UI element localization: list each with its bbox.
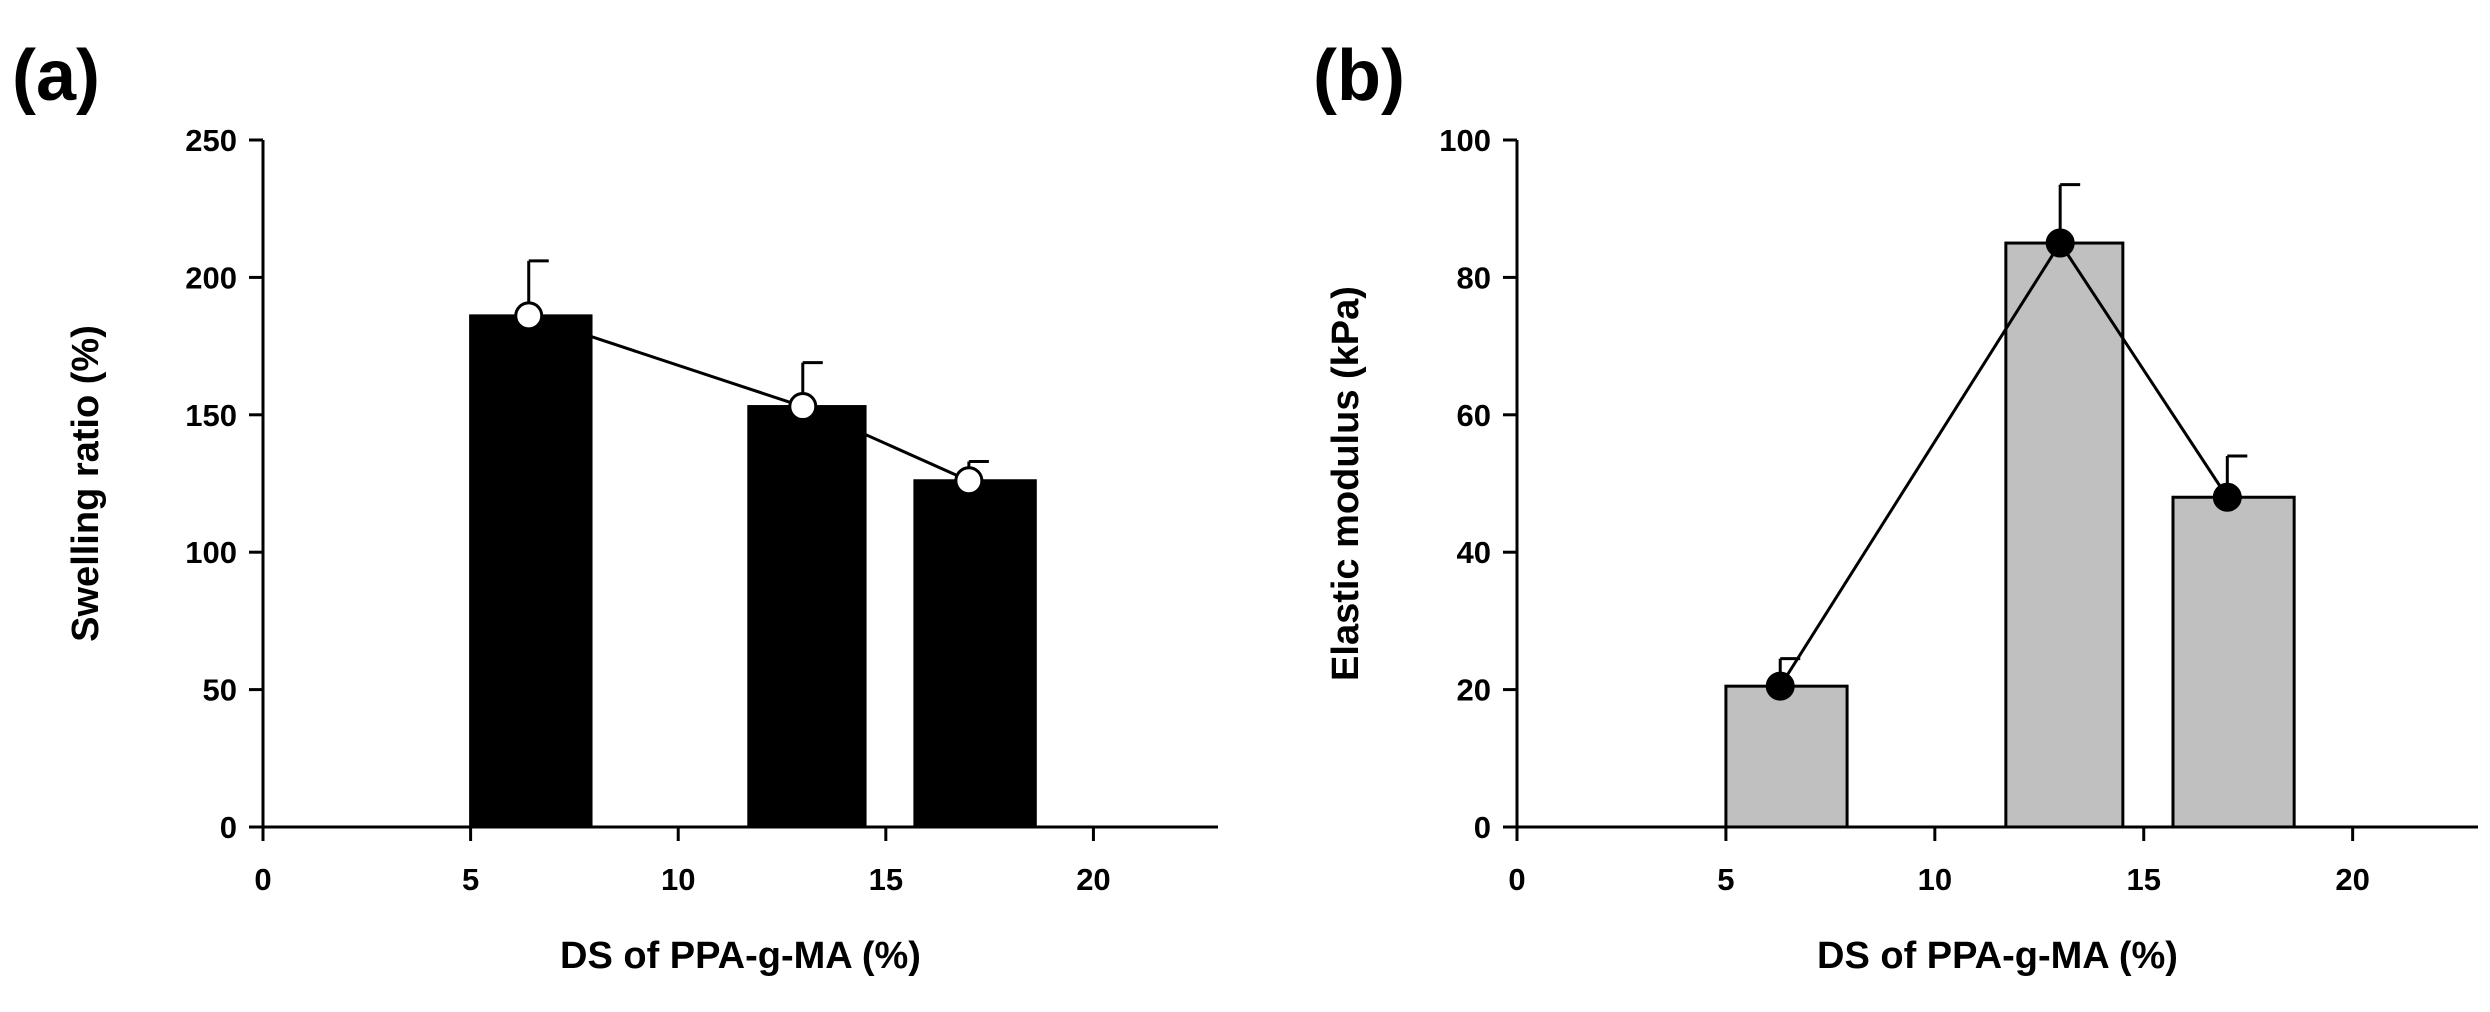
x-tick-label: 10 (1918, 862, 1952, 897)
data-point-2 (788, 392, 818, 422)
data-point-3 (2212, 482, 2242, 512)
y-tick-label: 40 (1457, 535, 1491, 570)
x-tick-label: 5 (462, 862, 479, 897)
series-line (1778, 240, 2229, 687)
x-axis-title: DS of PPA-g-MA (%) (1817, 935, 2178, 977)
bar-1 (469, 314, 593, 829)
panel-label: (b) (1313, 36, 1405, 116)
y-tick-label: 80 (1457, 260, 1491, 295)
data-point-2 (2045, 228, 2075, 258)
x-axis-title: DS of PPA-g-MA (%) (560, 935, 921, 977)
panel-a: (a) 0 50 100 150 200 250 0 5 10 15 20 DS of PPA-g-MA… (12, 36, 1218, 977)
x-tick-label: 5 (1717, 862, 1734, 897)
x-tick-label: 20 (2335, 862, 2369, 897)
x-tick-label: 10 (661, 862, 695, 897)
y-tick-label: 60 (1457, 398, 1491, 433)
data-point-1 (1765, 671, 1795, 701)
y-tick-label: 100 (185, 535, 237, 570)
y-tick-label: 250 (185, 123, 237, 158)
y-axis-title: Elastic modulus (kPa) (1325, 286, 1367, 681)
bar-2 (747, 405, 867, 829)
panel-label: (a) (12, 36, 100, 116)
y-tick-label: 100 (1439, 123, 1491, 158)
panel-b: (b) 0 20 40 60 80 100 0 5 10 15 20 DS of PPA-g-MA (%… (1313, 36, 2478, 977)
x-tick-label: 0 (1508, 862, 1525, 897)
x-tick-label: 0 (254, 862, 271, 897)
data-point-3 (954, 466, 984, 496)
bar-2 (2004, 241, 2125, 829)
y-tick-label: 150 (185, 398, 237, 433)
y-tick-label: 0 (1474, 810, 1491, 845)
data-point-1 (514, 301, 544, 331)
y-tick-label: 50 (203, 673, 237, 708)
bar-3 (2171, 495, 2296, 829)
y-tick-label: 200 (185, 260, 237, 295)
bar-3 (913, 479, 1037, 829)
bar-1 (1724, 684, 1849, 829)
y-tick-label: 0 (220, 810, 237, 845)
x-tick-label: 15 (2126, 862, 2160, 897)
y-tick-label: 20 (1457, 673, 1491, 708)
x-tick-label: 15 (869, 862, 903, 897)
x-tick-label: 20 (1076, 862, 1110, 897)
y-axis-title: Swelling ratio (%) (65, 325, 107, 642)
